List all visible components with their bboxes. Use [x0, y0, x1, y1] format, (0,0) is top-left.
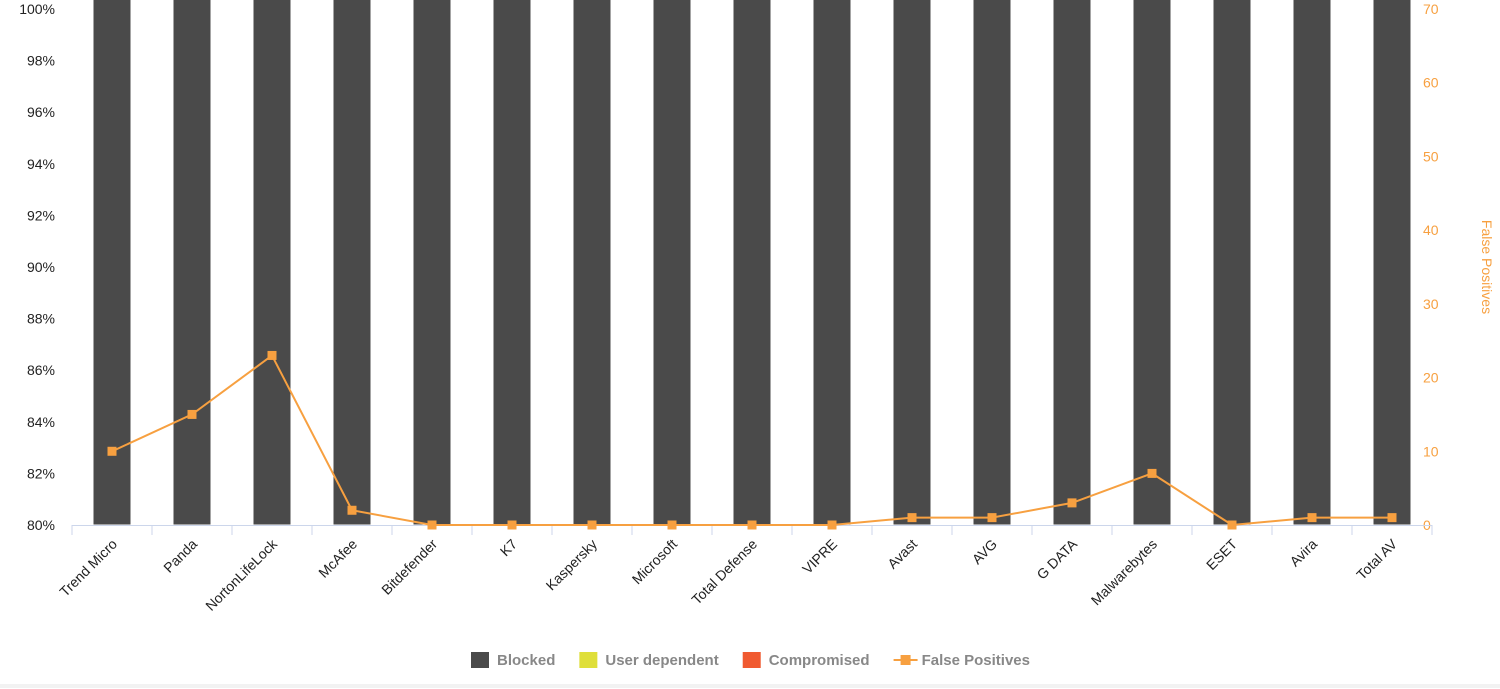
x-tick-label: Total AV	[1353, 535, 1400, 582]
false-positives-point[interactable]	[187, 409, 197, 419]
y-right-tick-label: 60	[1423, 75, 1439, 91]
y-right-tick-label: 30	[1423, 296, 1439, 312]
false-positives-point[interactable]	[1387, 513, 1397, 523]
y-left-tick-label: 84%	[27, 414, 55, 430]
false-positives-point[interactable]	[347, 505, 357, 515]
false-positives-point[interactable]	[587, 520, 597, 530]
bar-blocked[interactable]	[1292, 0, 1332, 526]
bar-blocked[interactable]	[252, 0, 292, 526]
bar-blocked[interactable]	[492, 0, 532, 526]
svg-text:Blocked: Blocked	[497, 652, 555, 669]
false-positives-point[interactable]	[987, 513, 997, 523]
y-left-tick-label: 80%	[27, 517, 55, 533]
y-left-tick-label: 94%	[27, 156, 55, 172]
bar-blocked[interactable]	[92, 0, 132, 526]
bar-blocked[interactable]	[652, 0, 692, 526]
y-right-tick-label: 10	[1423, 443, 1439, 459]
y-left-tick-label: 90%	[27, 259, 55, 275]
svg-text:User dependent: User dependent	[605, 652, 718, 669]
false-positives-point[interactable]	[827, 520, 837, 530]
y-right-tick-label: 50	[1423, 148, 1439, 164]
x-tick-label: G DATA	[1033, 535, 1080, 582]
x-tick-label: Trend Micro	[56, 536, 120, 600]
bar-blocked[interactable]	[1212, 0, 1252, 526]
false-positives-point[interactable]	[747, 520, 757, 530]
false-positives-point[interactable]	[1067, 498, 1077, 508]
svg-text:Compromised: Compromised	[769, 652, 870, 669]
bar-blocked[interactable]	[892, 0, 932, 526]
bottom-strip	[0, 684, 1500, 688]
x-tick-label: McAfee	[315, 536, 360, 581]
legend-item-false-positives[interactable]: False Positives	[0, 0, 1030, 669]
y-left-tick-label: 100%	[19, 1, 55, 17]
false-positives-point[interactable]	[507, 520, 517, 530]
y-left-tick-label: 86%	[27, 362, 55, 378]
false-positives-point[interactable]	[427, 520, 437, 530]
false-positives-point[interactable]	[1147, 468, 1157, 478]
x-tick-label: Total Defense	[688, 536, 760, 608]
legend-item-blocked[interactable]: Blocked	[471, 652, 555, 669]
y-right-tick-label: 20	[1423, 370, 1439, 386]
legend: Blocked User dependent Compromised False Po…	[0, 0, 1030, 669]
false-positives-point[interactable]	[267, 350, 277, 360]
y-left-tick-label: 82%	[27, 465, 55, 481]
x-tick-label: Bitdefender	[378, 536, 440, 598]
bar-blocked[interactable]	[732, 0, 772, 526]
x-tick-label: VIPRE	[799, 536, 840, 577]
x-tick-label: Microsoft	[629, 536, 681, 588]
bar-blocked[interactable]	[332, 0, 372, 526]
y-left-tick-label: 98%	[27, 53, 55, 69]
bar-blocked[interactable]	[572, 0, 612, 526]
svg-text:False Positives: False Positives	[922, 652, 1030, 669]
false-positives-point[interactable]	[107, 446, 117, 456]
false-positives-point[interactable]	[1307, 513, 1317, 523]
x-tick-label: Malwarebytes	[1088, 536, 1160, 608]
legend-item-user-dependent[interactable]: User dependent	[579, 652, 719, 669]
false-positives-point[interactable]	[1227, 520, 1237, 530]
x-tick-label: Kaspersky	[543, 536, 601, 594]
false-positives-point[interactable]	[907, 513, 917, 523]
bar-blocked[interactable]	[1052, 0, 1092, 526]
x-tick-label: ESET	[1203, 535, 1240, 572]
x-tick-label: NortonLifeLock	[202, 535, 281, 614]
y-left-tick-label: 96%	[27, 104, 55, 120]
y-right-tick-label: 40	[1423, 222, 1439, 238]
y-left-tick-label: 92%	[27, 207, 55, 223]
legend-item-compromised[interactable]: Compromised	[742, 652, 870, 669]
bar-blocked[interactable]	[1372, 0, 1412, 526]
false-positives-point[interactable]	[667, 520, 677, 530]
bar-blocked[interactable]	[412, 0, 452, 526]
x-tick-label: Panda	[160, 536, 200, 576]
x-tick-label: Avast	[884, 536, 920, 572]
y-left-tick-label: 88%	[27, 311, 55, 327]
bar-blocked[interactable]	[1132, 0, 1172, 526]
x-tick-label: K7	[497, 536, 521, 560]
bar-blocked[interactable]	[972, 0, 1012, 526]
y-right-tick-label: 70	[1423, 1, 1439, 17]
x-tick-label: AVG	[969, 536, 1000, 567]
bar-blocked[interactable]	[172, 0, 212, 526]
x-tick-label: Avira	[1286, 536, 1320, 570]
y-right-axis-title: False Positives	[1479, 220, 1495, 314]
bar-blocked[interactable]	[812, 0, 852, 526]
